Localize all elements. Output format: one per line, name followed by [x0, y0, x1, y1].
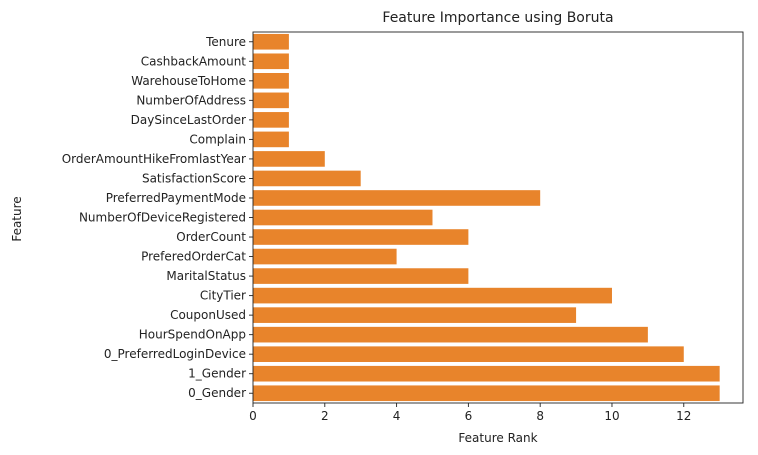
y-tick-label: NumberOfDeviceRegistered	[79, 211, 246, 225]
y-axis-ticks: Tenure CashbackAmount WarehouseToHome Numbe…	[62, 35, 253, 400]
bar-NumberOfDeviceRegistered	[253, 209, 433, 226]
bar-PreferredPaymentMode	[253, 190, 541, 206]
bar-SatisfactionScore	[253, 170, 361, 187]
y-tick-label: CityTier	[200, 289, 246, 303]
x-tick-label: 2	[321, 409, 329, 423]
x-axis-ticks: 0 2 4 6 8 10 12	[249, 403, 691, 423]
x-tick-label: 12	[676, 409, 691, 423]
bar-CouponUsed	[253, 307, 577, 323]
bar-MaritalStatus	[253, 268, 469, 284]
y-tick-label: CashbackAmount	[141, 54, 247, 68]
y-tick-label: CouponUsed	[170, 308, 246, 322]
x-axis-title: Feature Rank	[458, 431, 537, 445]
y-tick-label: PreferredPaymentMode	[106, 191, 246, 205]
y-tick-label: OrderCount	[176, 230, 246, 244]
y-tick-label: SatisfactionScore	[142, 171, 246, 185]
y-tick-label: DaySinceLastOrder	[131, 113, 246, 127]
bar-HourSpendOnApp	[253, 326, 648, 343]
x-tick-label: 4	[393, 409, 401, 423]
bar-OrderCount	[253, 229, 469, 245]
bar-0_Gender	[253, 385, 720, 402]
bars-group	[253, 33, 720, 402]
bar-DaySinceLastOrder	[253, 112, 289, 128]
y-tick-label: HourSpendOnApp	[139, 328, 246, 342]
bar-Tenure	[253, 33, 289, 50]
bar-WarehouseToHome	[253, 73, 289, 89]
plot-frame	[252, 31, 744, 404]
x-tick-label: 6	[465, 409, 473, 423]
y-tick-label: PreferedOrderCat	[141, 250, 246, 264]
y-tick-label: 1_Gender	[188, 367, 246, 381]
y-tick-label: 0_PreferredLoginDevice	[104, 347, 246, 361]
y-tick-label: MaritalStatus	[166, 269, 246, 283]
y-tick-label: 0_Gender	[188, 386, 246, 400]
x-tick-label: 0	[249, 409, 257, 423]
bar-1_Gender	[253, 365, 720, 382]
bar-OrderAmountHikeFromlastYear	[253, 151, 325, 167]
y-axis-title: Feature	[10, 196, 24, 241]
bar-0_PreferredLoginDevice	[253, 346, 684, 362]
x-tick-label: 8	[536, 409, 544, 423]
bar-CashbackAmount	[253, 53, 289, 70]
bar-NumberOfAddress	[253, 92, 289, 109]
y-tick-label: WarehouseToHome	[131, 74, 246, 88]
y-tick-label: Tenure	[205, 35, 246, 49]
bar-PreferedOrderCat	[253, 248, 397, 265]
x-tick-label: 10	[604, 409, 619, 423]
y-tick-label: NumberOfAddress	[136, 93, 246, 107]
y-tick-label: OrderAmountHikeFromlastYear	[62, 152, 246, 166]
bar-Complain	[253, 131, 289, 148]
y-tick-label: Complain	[189, 132, 246, 146]
chart-title: Feature Importance using Boruta	[382, 10, 613, 26]
bar-CityTier	[253, 287, 612, 304]
